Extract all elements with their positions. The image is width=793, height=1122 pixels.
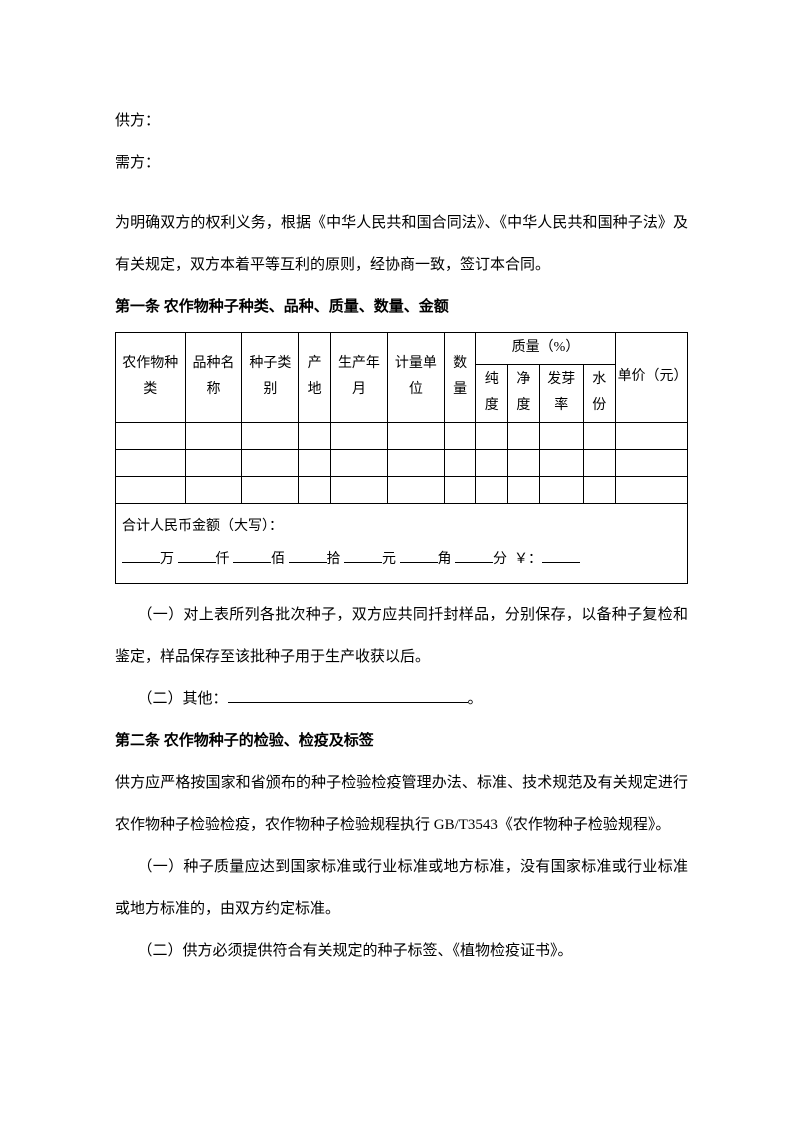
supplier-line: 供方： <box>115 100 688 142</box>
unit-wan: 万 <box>160 552 174 567</box>
unit-bai: 佰 <box>271 552 285 567</box>
table-row <box>116 422 688 449</box>
th-price: 单价（元） <box>615 333 687 423</box>
th-variety-name: 品种名称 <box>185 333 242 423</box>
clause-1-2: （二）其他： 。 <box>115 678 688 720</box>
clause-1-1: （一）对上表所列各批次种子，双方应共同扦封样品，分别保存，以备种子复检和鉴定，样… <box>115 594 688 678</box>
th-cleanliness: 净度 <box>508 364 540 422</box>
th-moisture: 水份 <box>583 364 615 422</box>
amount-line: 万 仟 佰 拾 元 角 分 ￥： <box>120 543 683 577</box>
article2-title: 第二条 农作物种子的检验、检疫及标签 <box>115 720 688 762</box>
unit-fen: 分 <box>493 552 507 567</box>
table-total-row: 合计人民币金额（大写）： 万 仟 佰 拾 元 角 分 ￥： <box>116 503 688 583</box>
th-purity: 纯度 <box>476 364 508 422</box>
unit-yuan: 元 <box>382 552 396 567</box>
clause-1-2-suffix: 。 <box>468 691 483 707</box>
th-quality: 质量（%） <box>476 333 615 365</box>
seed-table: 农作物种类 品种名称 种子类别 产地 生产年月 计量单位 数量 质量（%） 单价… <box>115 332 688 584</box>
table-row <box>116 476 688 503</box>
clause-2-1: （一）种子质量应达到国家标准或行业标准或地方标准，没有国家标准或行业标准或地方标… <box>115 846 688 930</box>
buyer-line: 需方： <box>115 142 688 184</box>
table-row <box>116 449 688 476</box>
clause-2-2: （二）供方必须提供符合有关规定的种子标签、《植物检疫证书》。 <box>115 930 688 972</box>
th-germination: 发芽率 <box>539 364 583 422</box>
th-unit: 计量单位 <box>387 333 444 423</box>
th-prod-date: 生产年月 <box>330 333 387 423</box>
unit-qian: 仟 <box>216 552 230 567</box>
table-header-row-1: 农作物种类 品种名称 种子类别 产地 生产年月 计量单位 数量 质量（%） 单价… <box>116 333 688 365</box>
th-seed-cat: 种子类别 <box>242 333 299 423</box>
total-label: 合计人民币金额（大写）： <box>120 510 683 544</box>
unit-jiao: 角 <box>438 552 452 567</box>
th-crop-type: 农作物种类 <box>116 333 186 423</box>
article1-title: 第一条 农作物种子种类、品种、质量、数量、金额 <box>115 286 688 328</box>
intro-paragraph: 为明确双方的权利义务，根据《中华人民共和国合同法》、《中华人民共和国种子法》及有… <box>115 202 688 286</box>
article2-body: 供方应严格按国家和省颁布的种子检验检疫管理办法、标准、技术规范及有关规定进行农作… <box>115 762 688 846</box>
unit-shi: 拾 <box>327 552 341 567</box>
clause-1-2-prefix: （二）其他： <box>138 691 228 707</box>
unit-yen: ￥： <box>514 552 542 567</box>
th-origin: 产地 <box>299 333 331 423</box>
th-qty: 数量 <box>444 333 476 423</box>
